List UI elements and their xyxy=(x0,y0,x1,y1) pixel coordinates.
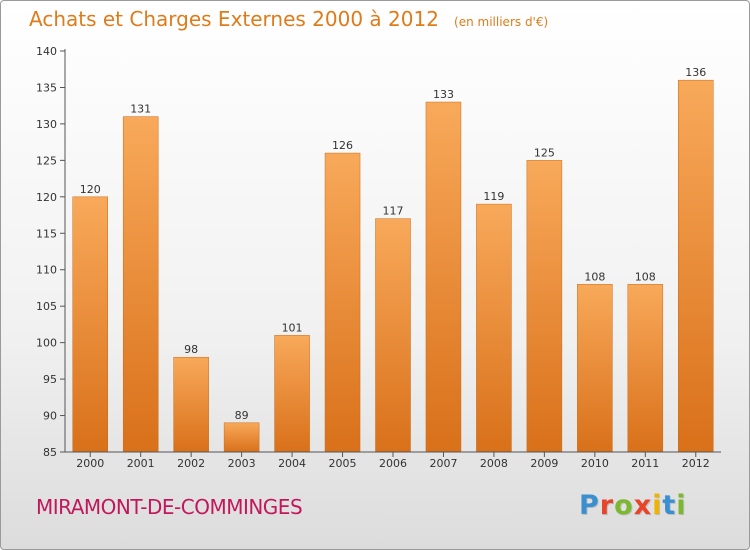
chart-subtitle: (en milliers d'€) xyxy=(454,15,549,29)
y-tick-label: 120 xyxy=(36,191,57,204)
chart-title: Achats et Charges Externes 2000 à 2012 xyxy=(29,7,439,31)
y-tick-label: 135 xyxy=(36,81,57,94)
x-tick-label: 2009 xyxy=(530,457,558,470)
x-tick-label: 2008 xyxy=(480,457,508,470)
logo-letter: t xyxy=(662,490,677,521)
bar xyxy=(526,160,563,453)
bar xyxy=(627,284,664,453)
bar xyxy=(425,101,462,453)
x-tick-label: 2012 xyxy=(682,457,710,470)
bar xyxy=(173,356,209,453)
logo-letter: P xyxy=(579,490,600,521)
bar-value-label: 101 xyxy=(282,321,303,334)
bar xyxy=(122,116,159,453)
bar xyxy=(375,218,411,453)
bar-value-label: 120 xyxy=(80,183,101,196)
x-tick-label: 2005 xyxy=(329,457,357,470)
logo-letter: o xyxy=(614,490,634,521)
proxiti-logo: Proxiti xyxy=(579,490,687,521)
y-tick-label: 100 xyxy=(36,337,57,350)
bar xyxy=(678,79,714,453)
logo-letter: i xyxy=(652,490,663,521)
bar-value-label: 89 xyxy=(235,409,249,422)
x-tick-label: 2004 xyxy=(278,457,306,470)
bar-value-label: 108 xyxy=(635,270,656,283)
place-name: MIRAMONT-DE-COMMINGES xyxy=(36,495,303,519)
x-tick-label: 2010 xyxy=(581,457,609,470)
bar-value-label: 136 xyxy=(685,66,706,79)
x-tick-label: 2002 xyxy=(177,457,205,470)
x-tick-label: 2001 xyxy=(127,457,155,470)
y-tick-label: 130 xyxy=(36,118,57,131)
bar-value-label: 133 xyxy=(433,88,454,101)
y-tick-label: 95 xyxy=(43,373,57,386)
bar-value-label: 126 xyxy=(332,139,353,152)
bar xyxy=(324,152,361,453)
logo-letter: r xyxy=(599,490,615,521)
logo-letter: x xyxy=(633,490,653,521)
bar-value-label: 108 xyxy=(584,270,605,283)
x-tick-label: 2011 xyxy=(631,457,659,470)
y-tick-label: 90 xyxy=(43,410,57,423)
x-tick-label: 2007 xyxy=(429,457,457,470)
title-row: Achats et Charges Externes 2000 à 2012 (… xyxy=(29,7,548,31)
bar xyxy=(72,196,108,453)
x-tick-label: 2000 xyxy=(76,457,104,470)
x-tick-label: 2003 xyxy=(228,457,256,470)
x-tick-label: 2006 xyxy=(379,457,407,470)
bar-value-label: 117 xyxy=(383,205,404,218)
y-tick-label: 125 xyxy=(36,154,57,167)
bar-value-label: 131 xyxy=(130,103,151,116)
bar-value-label: 119 xyxy=(483,190,504,203)
y-tick-label: 110 xyxy=(36,264,57,277)
y-tick-label: 85 xyxy=(43,446,57,459)
y-tick-label: 115 xyxy=(36,227,57,240)
bar xyxy=(577,284,613,453)
y-tick-label: 140 xyxy=(36,45,57,58)
bar-value-label: 125 xyxy=(534,146,555,159)
bar xyxy=(223,422,260,453)
bar xyxy=(476,203,512,453)
bar xyxy=(274,335,310,453)
y-tick-label: 105 xyxy=(36,300,57,313)
bar-value-label: 98 xyxy=(184,343,198,356)
logo-letter: i xyxy=(676,490,687,521)
